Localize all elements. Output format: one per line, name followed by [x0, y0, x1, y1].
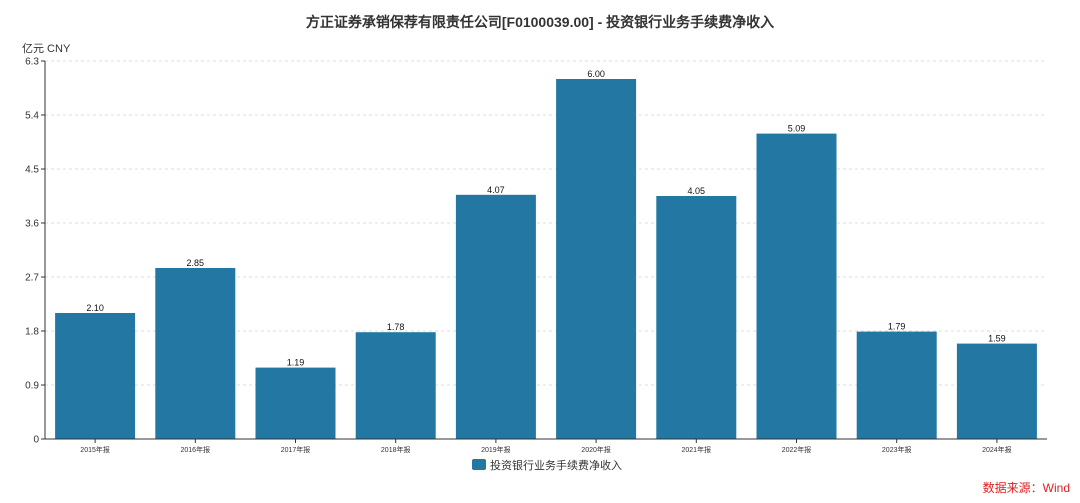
legend-swatch	[472, 459, 486, 470]
y-tick-label: 1.8	[25, 327, 39, 338]
y-tick-label: 6.3	[25, 57, 39, 68]
y-tick-label: 2.7	[25, 273, 39, 284]
data-label: 1.79	[888, 322, 906, 332]
y-tick-label: 3.6	[25, 219, 39, 230]
data-label: 2.85	[187, 258, 205, 268]
data-label: 1.19	[287, 358, 305, 368]
y-tick-label: 5.4	[25, 111, 39, 122]
bar	[355, 332, 436, 439]
bar	[856, 331, 937, 439]
legend-label: 投资银行业务手续费净收入	[490, 458, 622, 472]
bar	[756, 133, 837, 439]
bar	[455, 194, 536, 439]
x-tick-label: 2018年报	[381, 445, 411, 454]
data-label: 2.10	[86, 303, 104, 313]
x-tick-label: 2019年报	[481, 445, 511, 454]
bar	[556, 79, 637, 439]
x-tick-label: 2021年报	[682, 445, 712, 454]
x-tick-label: 2020年报	[581, 445, 611, 454]
data-label: 4.07	[487, 185, 505, 195]
bar	[155, 268, 236, 439]
chart-title: 方正证券承销保荐有限责任公司[F0100039.00] - 投资银行业务手续费净…	[305, 14, 775, 30]
x-tick-label: 2023年报	[882, 445, 912, 454]
data-label: 4.05	[688, 186, 706, 196]
y-tick-label: 0	[33, 435, 39, 446]
data-label: 5.09	[788, 124, 806, 134]
data-label: 1.78	[387, 322, 405, 332]
y-tick-label: 4.5	[25, 165, 39, 176]
x-tick-label: 2017年报	[281, 445, 311, 454]
x-tick-label: 2024年报	[982, 445, 1012, 454]
x-tick-label: 2016年报	[181, 445, 211, 454]
y-axis-unit: 亿元 CNY	[22, 43, 71, 55]
data-label: 1.59	[988, 334, 1006, 344]
y-tick-label: 0.9	[25, 381, 39, 392]
data-label: 6.00	[587, 69, 605, 79]
bar	[656, 196, 737, 439]
data-source: 数据来源：Wind	[982, 481, 1070, 495]
bar	[956, 343, 1037, 439]
bar	[55, 313, 136, 439]
bar	[255, 367, 336, 439]
x-tick-label: 2015年报	[80, 445, 110, 454]
x-tick-label: 2022年报	[782, 445, 812, 454]
